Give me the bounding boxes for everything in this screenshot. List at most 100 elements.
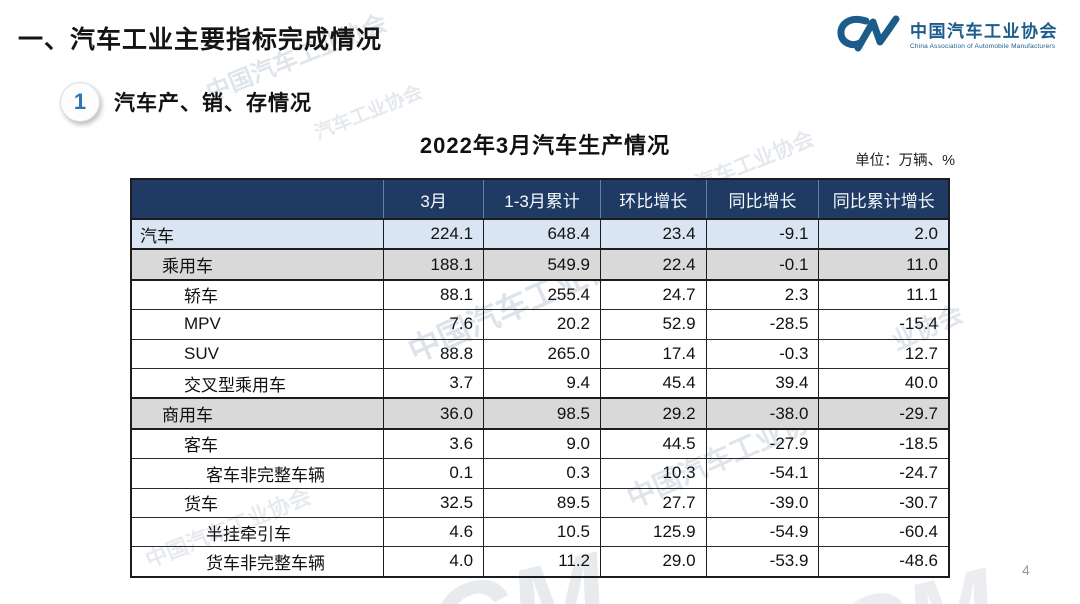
table-header-row: 3月 1-3月累计 环比增长 同比增长 同比累计增长 — [131, 179, 949, 220]
cell-value: 648.4 — [483, 217, 602, 251]
cell-value: 255.4 — [483, 279, 602, 311]
column-header-cell: 同比增长 — [706, 179, 820, 220]
production-table: 3月 1-3月累计 环比增长 同比增长 同比累计增长 汽车 224.1 648.4 23.4-… — [130, 178, 950, 578]
cell-value: 98.5 — [483, 397, 602, 430]
cell-value: 3.6 — [383, 428, 485, 460]
table-row: 轿车 88.1 255.4 24.7 2.3 11.1 — [131, 279, 949, 311]
cell-value: 29.2 — [600, 397, 707, 430]
cell-value: -15.4 — [818, 309, 949, 340]
cell-value: 52.9 — [600, 309, 707, 340]
cell-value: -54.9 — [706, 517, 820, 548]
table-row: 交叉型乘用车 3.7 9.4 45.4 39.4 40.0 — [131, 368, 949, 399]
cell-value: 89.5 — [483, 487, 602, 518]
row-label: 货车非完整车辆 — [131, 546, 385, 578]
table-row: 商用车 36.0 98.5 29.2 -38.0 -29.7 — [131, 397, 949, 430]
cell-value: -38.0 — [706, 397, 820, 430]
cell-value: 7.6 — [383, 309, 485, 340]
row-label: 商用车 — [131, 397, 385, 430]
cell-value: 188.1 — [383, 248, 485, 281]
cell-value: 2.0 — [818, 217, 949, 251]
cell-value: -24.7 — [818, 458, 949, 489]
row-label: SUV — [131, 339, 385, 369]
column-header-cell: 同比累计增长 — [818, 179, 949, 220]
row-label: 货车 — [131, 487, 385, 518]
cell-value: 88.8 — [383, 339, 485, 369]
page-number: 4 — [1022, 562, 1030, 578]
cell-value: 265.0 — [483, 339, 602, 369]
cell-value: -30.7 — [818, 487, 949, 518]
section-title: 汽车产、销、存情况 — [114, 92, 312, 115]
cell-value: 0.1 — [383, 458, 485, 489]
corner-header-cell — [131, 179, 385, 220]
cell-value: 9.4 — [483, 368, 602, 399]
cell-value: 88.1 — [383, 279, 485, 311]
cell-value: -53.9 — [706, 546, 820, 578]
cell-value: 45.4 — [600, 368, 707, 399]
table-row: SUV 88.8 265.0 17.4 -0.3 12.7 — [131, 339, 949, 369]
column-header-cell: 3月 — [383, 179, 485, 220]
logo-name-cn: 中国汽车工业协会 — [910, 21, 1058, 41]
column-header-cell: 环比增长 — [600, 179, 707, 220]
production-table-wrap: 3月 1-3月累计 环比增长 同比增长 同比累计增长 汽车 224.1 648.4 23.4-… — [130, 178, 950, 578]
cell-value: 23.4 — [600, 217, 707, 251]
cell-value: -29.7 — [818, 397, 949, 430]
row-label: 汽车 — [131, 217, 385, 251]
cell-value: -60.4 — [818, 517, 949, 548]
table-row: 货车非完整车辆 4.0 11.2 29.0 -53.9 -48.6 — [131, 546, 949, 578]
table-body: 汽车 224.1 648.4 23.4 -9.1 2.0 乘用车 188.1 549.9 22.4… — [131, 217, 949, 578]
table-row: 客车 3.6 9.0 44.5 -27.9 -18.5 — [131, 428, 949, 460]
cell-value: 12.7 — [818, 339, 949, 369]
cell-value: -18.5 — [818, 428, 949, 460]
cell-value: 11.0 — [818, 248, 949, 281]
row-label: 轿车 — [131, 279, 385, 311]
row-label: 客车非完整车辆 — [131, 458, 385, 489]
cell-value: 3.7 — [383, 368, 485, 399]
cell-value: -54.1 — [706, 458, 820, 489]
cell-value: 32.5 — [383, 487, 485, 518]
cell-value: 549.9 — [483, 248, 602, 281]
logo-name-en: China Association of Automobile Manufact… — [910, 43, 1056, 51]
row-label: 半挂牵引车 — [131, 517, 385, 548]
cell-value: 40.0 — [818, 368, 949, 399]
table-row: 货车 32.5 89.5 27.7 -39.0 -30.7 — [131, 487, 949, 518]
section-header: 1 汽车产、销、存情况 — [60, 82, 312, 122]
table-row: 乘用车 188.1 549.9 22.4 -0.1 11.0 — [131, 248, 949, 281]
table-row: 客车非完整车辆 0.1 0.3 10.3 -54.1 -24.7 — [131, 458, 949, 489]
cell-value: 22.4 — [600, 248, 707, 281]
cell-value: 11.2 — [483, 546, 602, 578]
cell-value: 4.6 — [383, 517, 485, 548]
cell-value: 44.5 — [600, 428, 707, 460]
cell-value: 20.2 — [483, 309, 602, 340]
cell-value: -48.6 — [818, 546, 949, 578]
cell-value: -39.0 — [706, 487, 820, 518]
cell-value: 224.1 — [383, 217, 485, 251]
cell-value: -27.9 — [706, 428, 820, 460]
cell-value: 125.9 — [600, 517, 707, 548]
cell-value: 0.3 — [483, 458, 602, 489]
cell-value: 4.0 — [383, 546, 485, 578]
table-row: MPV 7.6 20.2 52.9 -28.5 -15.4 — [131, 309, 949, 340]
page-title: 一、汽车工业主要指标完成情况 — [18, 26, 383, 54]
table-title: 2022年3月汽车生产情况 — [419, 133, 671, 158]
table-row: 半挂牵引车 4.6 10.5 125.9 -54.9 -60.4 — [131, 517, 949, 548]
table-row: 汽车 224.1 648.4 23.4 -9.1 2.0 — [131, 217, 949, 251]
cell-value: 17.4 — [600, 339, 707, 369]
unit-label: 单位：万辆、% — [855, 153, 955, 169]
cell-value: 27.7 — [600, 487, 707, 518]
cell-value: 36.0 — [383, 397, 485, 430]
cell-value: 2.3 — [706, 279, 820, 311]
cell-value: 29.0 — [600, 546, 707, 578]
cell-value: -28.5 — [706, 309, 820, 340]
row-label: 交叉型乘用车 — [131, 368, 385, 399]
row-label: 乘用车 — [131, 248, 385, 281]
cell-value: 9.0 — [483, 428, 602, 460]
cell-value: 39.4 — [706, 368, 820, 399]
cell-value: 10.5 — [483, 517, 602, 548]
cell-value: -0.3 — [706, 339, 820, 369]
cell-value: 11.1 — [818, 279, 949, 311]
row-label: MPV — [131, 309, 385, 340]
caam-logo-icon — [836, 12, 902, 61]
caam-logo: 中国汽车工业协会 China Association of Automobile… — [836, 12, 1058, 61]
cell-value: 24.7 — [600, 279, 707, 311]
